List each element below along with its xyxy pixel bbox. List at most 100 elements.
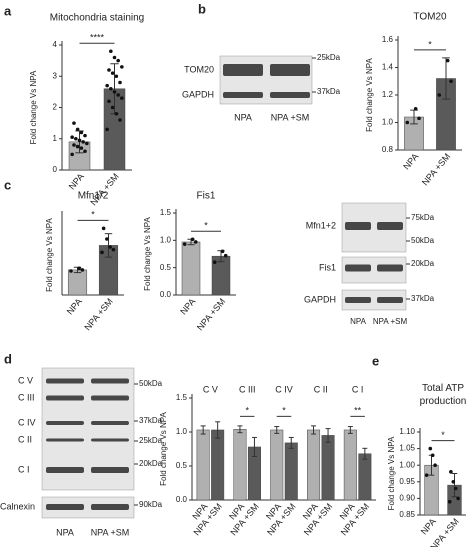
data-point	[433, 463, 437, 468]
lane-label: NPA +SM	[271, 112, 310, 122]
y-tick-label: 0.85	[399, 510, 415, 519]
group-label: C IV	[275, 384, 293, 394]
blot-row-label: Calnexin	[0, 501, 35, 511]
y-tick-label: 0.5	[176, 461, 188, 470]
blot-band	[270, 92, 310, 98]
significance-label: *	[282, 406, 286, 416]
y-tick-label: 0.90	[399, 494, 415, 503]
y-tick-label: 1.0	[382, 118, 394, 127]
data-point	[105, 83, 109, 88]
data-point	[101, 226, 106, 231]
data-point	[109, 49, 113, 54]
data-point	[437, 93, 442, 97]
blot-band	[345, 222, 371, 230]
blot-band	[377, 222, 403, 230]
data-point	[72, 121, 76, 125]
marker-label: 20kDa	[139, 459, 163, 468]
blot-band	[223, 64, 263, 76]
data-point	[118, 118, 122, 122]
y-tick-label: 1	[53, 134, 58, 143]
panel-letter: e	[372, 353, 379, 368]
data-point	[424, 473, 429, 477]
data-point	[405, 120, 410, 125]
bar	[307, 429, 321, 501]
group-label: C II	[314, 384, 328, 394]
blot-band	[46, 438, 84, 442]
lane-label: NPA +SM	[91, 527, 130, 537]
panel-letter: a	[4, 3, 12, 18]
marker-label: 20kDa	[411, 259, 435, 268]
y-tick-label: 1.0	[160, 235, 172, 244]
y-tick-label: 4	[53, 40, 58, 49]
blot-band	[46, 504, 84, 510]
bar	[181, 241, 201, 296]
data-point	[110, 105, 115, 110]
bar	[358, 453, 372, 501]
blot-band	[345, 264, 371, 272]
lane-label: NPA	[350, 317, 367, 326]
data-point	[453, 486, 458, 491]
blot-row-label: Mfn1+2	[306, 220, 336, 230]
significance-label: **	[354, 406, 362, 416]
blot-band	[46, 467, 84, 473]
data-point	[456, 496, 460, 501]
data-point	[70, 135, 74, 139]
y-axis-label: Fold change Vs NPA	[387, 436, 396, 510]
data-point	[72, 143, 76, 147]
y-tick-label: 0	[53, 165, 58, 174]
blot-band	[46, 421, 84, 425]
y-tick-label: 0.0	[160, 290, 172, 299]
x-tick-label: NPA +SM	[82, 296, 114, 332]
panel-letter: c	[4, 177, 11, 192]
data-point	[110, 71, 115, 75]
blot-band	[91, 395, 129, 401]
data-point	[109, 86, 113, 91]
x-tick-label: NPA	[178, 296, 197, 316]
chart-title: Mfn1/2	[78, 191, 109, 202]
y-axis-label: Fold change Vs NPA	[143, 217, 152, 291]
blot-band	[46, 378, 84, 384]
blot-band	[270, 64, 310, 76]
data-point	[111, 247, 116, 252]
data-point	[83, 149, 87, 154]
group-label: C V	[203, 384, 218, 394]
blot-row-label: C I	[18, 464, 30, 474]
y-tick-label: 2	[53, 103, 58, 112]
data-point	[77, 266, 81, 271]
y-tick-label: 0.95	[399, 477, 415, 486]
significance-label: *	[91, 210, 95, 220]
blot-band	[345, 297, 371, 303]
marker-label: 37kDa	[411, 294, 435, 303]
y-tick-label: 3	[53, 71, 58, 80]
x-tick-label: NPA +SM	[420, 151, 452, 187]
x-tick-label: NPA	[65, 296, 84, 316]
y-tick-label: 1.5	[176, 393, 188, 402]
chart-title: TOM20	[413, 12, 447, 23]
bar	[343, 429, 357, 501]
lane-label: NPA	[234, 112, 252, 122]
y-tick-label: 1.0	[176, 427, 188, 436]
y-tick-label: 0.5	[160, 263, 172, 272]
x-tick-label: NPA +SM	[88, 171, 120, 207]
data-point	[75, 127, 80, 132]
data-point	[430, 453, 435, 458]
data-point	[105, 237, 109, 241]
blot-band	[91, 421, 129, 425]
x-tick-label: NPA	[67, 171, 86, 191]
y-tick-label: 1.10	[399, 427, 415, 436]
significance-label: *	[441, 430, 445, 440]
blot-row-label: GAPDH	[182, 89, 214, 99]
marker-label: 37kDa	[139, 416, 163, 425]
marker-label: 50kDa	[411, 236, 435, 245]
significance-label: *	[428, 39, 432, 49]
data-point	[445, 58, 450, 63]
group-label: C I	[352, 384, 364, 394]
bar	[196, 429, 210, 501]
data-point	[449, 79, 453, 84]
y-tick-label: 1.5	[160, 208, 172, 217]
data-point	[116, 58, 120, 63]
chart-title: Total ATP production	[420, 383, 467, 407]
data-point	[417, 116, 421, 121]
data-point	[120, 96, 124, 100]
chart-title: Mitochondria staining	[50, 13, 145, 24]
